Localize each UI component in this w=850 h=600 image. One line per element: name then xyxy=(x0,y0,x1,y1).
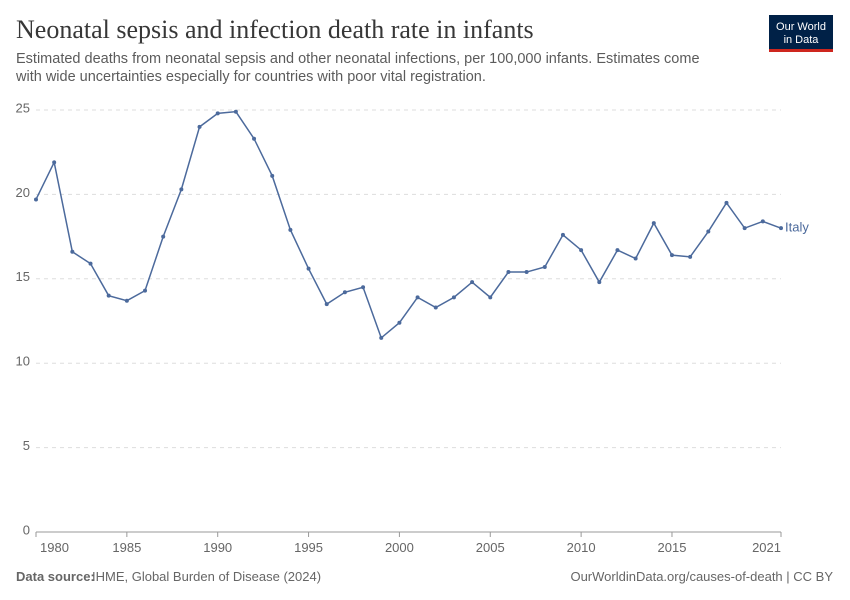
data-point xyxy=(488,295,493,300)
data-point xyxy=(415,295,420,300)
data-point xyxy=(669,253,674,258)
data-point xyxy=(615,248,620,253)
data-point xyxy=(270,173,275,178)
y-tick-label: 15 xyxy=(16,269,30,284)
data-point xyxy=(233,109,238,114)
data-point xyxy=(288,227,293,232)
data-point xyxy=(524,270,529,275)
logo[interactable]: Our World in Data xyxy=(769,15,833,52)
x-tick-label: 1985 xyxy=(112,540,141,555)
data-point xyxy=(433,305,438,310)
data-point xyxy=(397,320,402,325)
source: IHME, Global Burden of Disease (2024) xyxy=(92,569,321,584)
data-point xyxy=(742,226,747,231)
data-point xyxy=(451,295,456,300)
data-point xyxy=(651,221,656,226)
series-line xyxy=(35,110,782,340)
subtitle-box: Estimated deaths from neonatal sepsis an… xyxy=(16,51,700,85)
data-point xyxy=(179,187,184,192)
y-tick-label: 5 xyxy=(23,438,30,453)
data-point xyxy=(70,249,75,254)
logo-bg xyxy=(769,15,833,51)
data-point xyxy=(88,261,93,266)
url[interactable]: OurWorldinData.org/causes-of-death | CC … xyxy=(570,569,833,584)
data-point xyxy=(143,288,148,293)
data-point xyxy=(215,111,220,116)
data-point xyxy=(161,234,166,239)
data-point xyxy=(324,302,329,307)
data-point xyxy=(252,136,257,141)
data-point xyxy=(597,280,602,285)
data-point xyxy=(361,285,366,290)
x-tick-label: 1990 xyxy=(203,540,232,555)
x-tick-label: 1980 xyxy=(40,540,69,555)
data-point xyxy=(542,264,547,269)
x-tick-label: 2000 xyxy=(385,540,414,555)
data-point xyxy=(688,254,693,259)
data-point xyxy=(724,200,729,205)
data-point xyxy=(470,280,475,285)
x-tick-label: 2010 xyxy=(567,540,596,555)
chart-subtitle: Estimated deaths from neonatal sepsis an… xyxy=(16,51,700,85)
data-point xyxy=(506,270,511,275)
data-point xyxy=(52,160,57,165)
y-tick-label: 20 xyxy=(16,185,30,200)
chart-title: Neonatal sepsis and infection death rate… xyxy=(16,15,534,44)
data-point xyxy=(106,293,111,298)
data-point xyxy=(706,229,711,234)
data-point xyxy=(560,232,565,237)
logo-stripe xyxy=(769,49,833,52)
logo-text: in Data xyxy=(784,34,820,46)
data-point xyxy=(579,248,584,253)
y-tick-label: 25 xyxy=(16,100,30,115)
x-tick-label: 1995 xyxy=(294,540,323,555)
data-point xyxy=(197,124,202,129)
series-label: Italy xyxy=(785,220,809,235)
data-point xyxy=(760,219,765,224)
data-point xyxy=(633,256,638,261)
y-tick-label: 0 xyxy=(23,522,30,537)
logo-text: Our World xyxy=(776,21,826,33)
x-tick-label: 2021 xyxy=(752,540,781,555)
data-point xyxy=(779,226,783,231)
data-point xyxy=(342,290,347,295)
x-tick-label: 2005 xyxy=(476,540,505,555)
data-point xyxy=(124,298,129,303)
x-tick-label: 2015 xyxy=(658,540,687,555)
data-point xyxy=(34,197,38,202)
source-label: Data source: xyxy=(16,569,95,584)
data-point xyxy=(306,266,311,271)
data-point xyxy=(379,335,384,340)
y-tick-label: 10 xyxy=(16,354,30,369)
